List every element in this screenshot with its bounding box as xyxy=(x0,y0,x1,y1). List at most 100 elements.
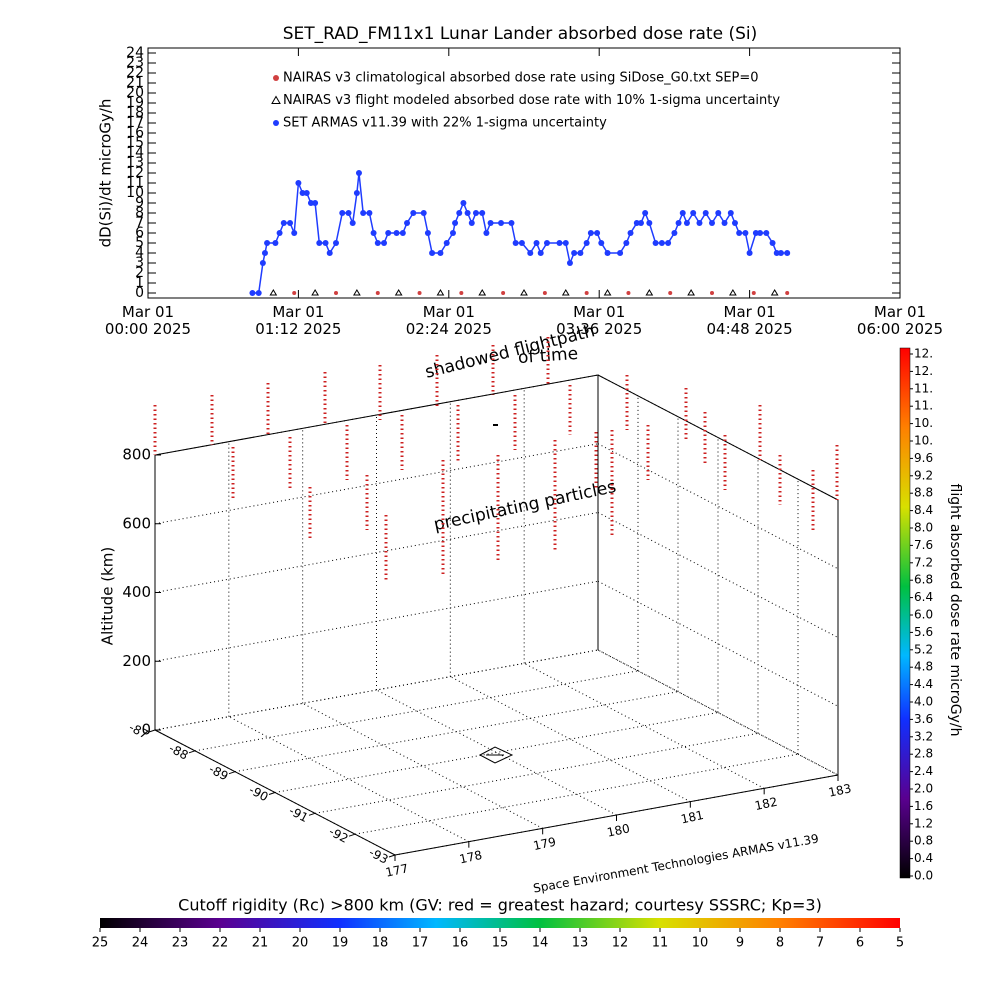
legend-marker xyxy=(273,120,279,126)
marker xyxy=(381,240,388,246)
colorbar-tick-label: 15 xyxy=(492,936,509,951)
marker xyxy=(501,291,506,295)
wall-grid xyxy=(597,512,839,638)
legend-label: NAIRAS v3 flight modeled absorbed dose r… xyxy=(283,93,780,108)
marker xyxy=(312,200,319,206)
marker xyxy=(763,230,770,236)
marker xyxy=(478,289,487,296)
colorbar xyxy=(100,918,900,928)
colorbar-tick-label: 17 xyxy=(412,936,429,951)
marker xyxy=(702,210,709,216)
marker xyxy=(460,200,467,206)
colorbar-tick-label: 12 xyxy=(612,936,629,951)
marker xyxy=(353,289,361,296)
floor-grid xyxy=(376,689,617,816)
marker xyxy=(472,210,479,216)
colorbar-tick-label: 7 xyxy=(816,936,824,951)
marker xyxy=(668,291,673,295)
marker xyxy=(375,291,380,295)
marker xyxy=(627,230,634,236)
marker xyxy=(687,289,695,296)
y-tick-label: 2 xyxy=(135,265,144,281)
floor-grid xyxy=(302,702,543,829)
marker xyxy=(537,250,544,256)
marker xyxy=(269,289,278,296)
colorbar-tick-label: 4.4 xyxy=(914,677,933,691)
marker xyxy=(785,291,790,295)
frame xyxy=(394,774,839,856)
y-tick-label: 7 xyxy=(135,215,144,231)
marker xyxy=(449,230,456,236)
y-tick-label: 15 xyxy=(126,135,144,151)
colorbar-tick-label: 4.0 xyxy=(914,695,933,709)
colorbar-tick-label: 7.2 xyxy=(914,555,933,569)
colorbar-tick-label: 13 xyxy=(572,936,589,951)
y-tick-label: 11 xyxy=(126,175,144,191)
marker xyxy=(757,230,764,236)
marker xyxy=(399,230,406,236)
x-tick-label: 181 xyxy=(680,808,705,826)
x-tick-label: 178 xyxy=(458,848,483,866)
marker xyxy=(307,200,314,206)
annotation: precipitating particles xyxy=(432,477,618,535)
colorbar-tick-label: 2.8 xyxy=(914,747,933,761)
frame xyxy=(597,374,839,501)
x-tick-label: 180 xyxy=(606,821,631,839)
y-tick-label: 8 xyxy=(135,205,144,221)
marker xyxy=(594,230,601,236)
colorbar-tick-label: 2.4 xyxy=(914,764,933,778)
wall-grid xyxy=(597,443,839,570)
marker xyxy=(272,240,279,246)
marker xyxy=(479,210,486,216)
marker xyxy=(715,210,722,216)
marker xyxy=(498,220,505,226)
colorbar-tick-label: 5.6 xyxy=(914,625,933,639)
marker xyxy=(604,250,611,256)
marker xyxy=(276,230,283,236)
colorbar-tick-label: 9.2 xyxy=(914,468,933,482)
marker xyxy=(459,291,464,295)
marker xyxy=(322,240,329,246)
y-tick-label: -92 xyxy=(327,824,351,846)
marker xyxy=(587,230,594,236)
y-tick-label: 19 xyxy=(126,95,144,111)
x-tick-label: Mar 01 02:24 2025 xyxy=(405,303,492,338)
marker xyxy=(299,190,306,196)
marker xyxy=(512,240,519,246)
marker xyxy=(727,210,734,216)
marker xyxy=(637,220,644,226)
series-line xyxy=(252,172,788,294)
y-tick xyxy=(148,729,156,733)
marker xyxy=(370,230,377,236)
colorbar-tick-label: 16 xyxy=(452,936,469,951)
colorbar-tick-label: 6.8 xyxy=(914,573,933,587)
frame xyxy=(154,729,396,856)
marker xyxy=(429,250,436,256)
colorbar-tick-label: 25 xyxy=(92,936,109,951)
y-tick xyxy=(228,771,236,775)
marker xyxy=(566,260,573,266)
marker xyxy=(410,210,417,216)
marker xyxy=(487,220,494,226)
marker xyxy=(731,220,738,226)
marker xyxy=(556,240,563,246)
marker xyxy=(508,220,515,226)
z-tick-label: 600 xyxy=(122,514,151,532)
marker xyxy=(658,240,665,246)
marker xyxy=(417,291,422,295)
marker xyxy=(777,250,784,256)
marker xyxy=(584,291,589,295)
marker xyxy=(334,291,338,295)
colorbar-tick-label: 3.6 xyxy=(914,712,933,726)
marker xyxy=(721,220,728,226)
y-tick-label: -90 xyxy=(247,783,271,805)
marker xyxy=(287,220,294,226)
colorbar-label: flight absorbed dose rate microGy/h xyxy=(947,484,963,737)
marker xyxy=(437,250,444,256)
z-tick-label: 200 xyxy=(122,652,151,670)
y-tick-label: 1 xyxy=(135,275,144,291)
marker xyxy=(404,220,411,226)
marker xyxy=(291,230,298,236)
